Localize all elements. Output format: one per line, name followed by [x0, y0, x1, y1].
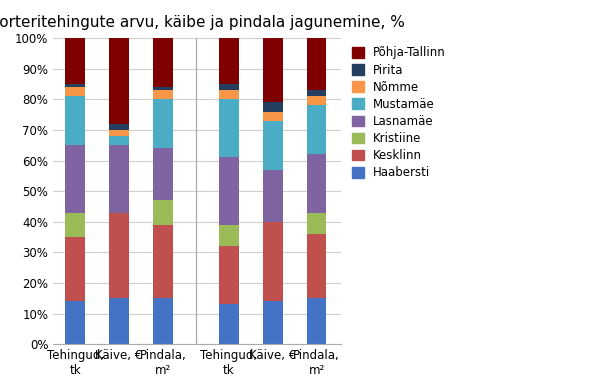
Bar — [65, 145, 85, 212]
Bar — [65, 84, 85, 87]
Legend: Põhja-Tallinn, Pirita, Nõmme, Mustamäe, Lasnamäe, Kristiine, Kesklinn, Haabersti: Põhja-Tallinn, Pirita, Nõmme, Mustamäe, … — [350, 44, 448, 181]
Bar — [153, 90, 173, 99]
Bar — [153, 148, 173, 200]
Bar — [153, 99, 173, 148]
Bar — [219, 225, 239, 246]
Bar — [65, 212, 85, 237]
Bar — [307, 298, 326, 344]
Bar — [219, 246, 239, 304]
Bar — [307, 96, 326, 105]
Bar — [219, 99, 239, 158]
Bar — [307, 38, 326, 90]
Bar — [109, 130, 129, 136]
Bar — [219, 304, 239, 344]
Bar — [263, 38, 283, 102]
Bar — [153, 200, 173, 225]
Bar — [65, 301, 85, 344]
Bar — [65, 237, 85, 301]
Bar — [307, 105, 326, 154]
Bar — [263, 102, 283, 112]
Bar — [219, 38, 239, 84]
Bar — [263, 112, 283, 121]
Bar — [219, 158, 239, 225]
Bar — [153, 225, 173, 298]
Bar — [153, 298, 173, 344]
Bar — [109, 124, 129, 130]
Bar — [109, 212, 129, 298]
Bar — [109, 38, 129, 124]
Bar — [307, 234, 326, 298]
Bar — [219, 90, 239, 99]
Bar — [263, 170, 283, 222]
Bar — [109, 145, 129, 212]
Bar — [153, 38, 173, 87]
Bar — [65, 38, 85, 84]
Bar — [263, 222, 283, 301]
Bar — [65, 96, 85, 145]
Bar — [153, 87, 173, 90]
Title: Korteritehingute arvu, käibe ja pindala jagunemine, %: Korteritehingute arvu, käibe ja pindala … — [0, 15, 404, 30]
Bar — [65, 87, 85, 96]
Bar — [263, 301, 283, 344]
Bar — [307, 90, 326, 96]
Bar — [109, 298, 129, 344]
Bar — [307, 212, 326, 234]
Bar — [219, 84, 239, 90]
Bar — [263, 121, 283, 170]
Bar — [109, 136, 129, 145]
Bar — [307, 154, 326, 212]
